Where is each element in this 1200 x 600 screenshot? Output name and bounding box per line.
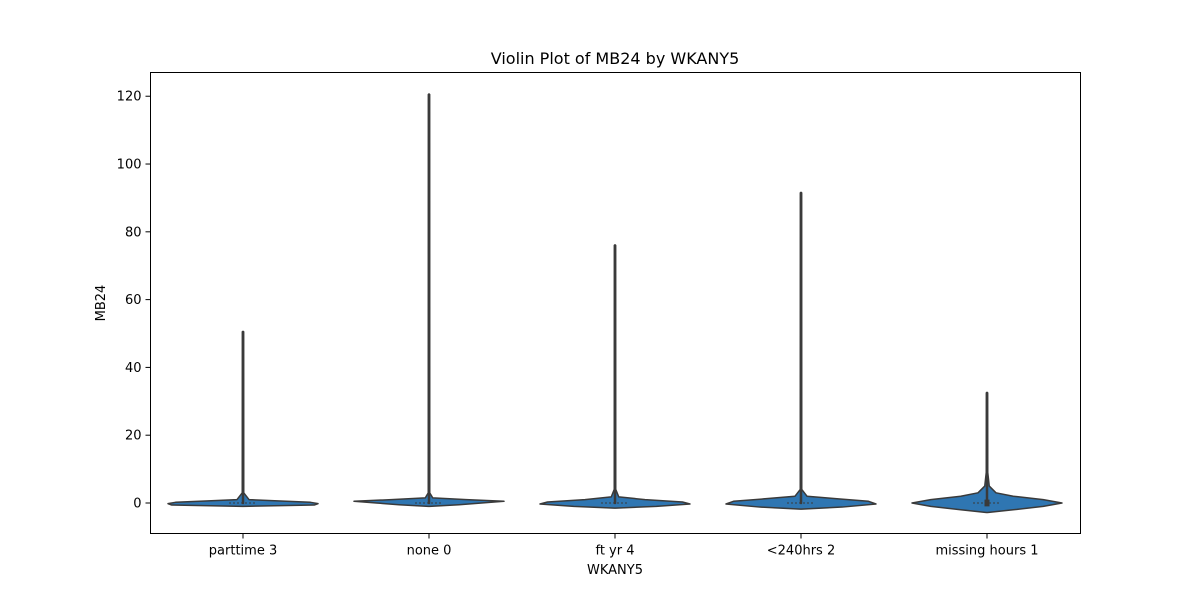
violins-layer bbox=[167, 93, 1063, 514]
x-tick-label: missing hours 1 bbox=[935, 544, 1038, 559]
violin-ft-yr-4 bbox=[539, 244, 691, 509]
y-tick-label: 0 bbox=[133, 496, 141, 511]
x-tick-label: <240hrs 2 bbox=[767, 544, 835, 559]
y-tick-label: 120 bbox=[117, 90, 142, 105]
y-tick-label: 80 bbox=[125, 225, 142, 240]
x-axis-title: WKANY5 bbox=[587, 563, 643, 578]
x-tick-label: parttime 3 bbox=[209, 544, 277, 559]
y-tick-label: 20 bbox=[125, 429, 142, 444]
y-axis-title: MB24 bbox=[94, 285, 109, 322]
x-axis: parttime 3 none 0 ft yr 4 <240hrs 2 missing … bbox=[209, 533, 1039, 559]
chart-title: Violin Plot of MB24 by WKANY5 bbox=[491, 49, 740, 68]
violin-missing-hours-1 bbox=[911, 391, 1063, 514]
x-tick-label: ft yr 4 bbox=[595, 544, 634, 559]
violin-parttime-3 bbox=[167, 330, 319, 508]
y-axis: 0 20 40 60 80 100 120 bbox=[117, 90, 151, 511]
y-tick-label: 40 bbox=[125, 361, 142, 376]
y-tick-label: 60 bbox=[125, 293, 142, 308]
violin-none-0 bbox=[353, 93, 505, 508]
x-tick-label: none 0 bbox=[407, 544, 452, 559]
violin--240hrs-2 bbox=[725, 191, 877, 510]
y-tick-label: 100 bbox=[117, 158, 142, 173]
